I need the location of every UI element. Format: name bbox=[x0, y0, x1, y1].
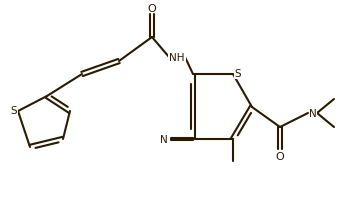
Text: NH: NH bbox=[169, 53, 185, 63]
Text: O: O bbox=[276, 151, 284, 161]
Text: N: N bbox=[160, 134, 168, 144]
Text: S: S bbox=[11, 105, 17, 115]
Text: S: S bbox=[235, 69, 241, 79]
Text: N: N bbox=[309, 108, 317, 118]
Text: O: O bbox=[148, 4, 156, 14]
